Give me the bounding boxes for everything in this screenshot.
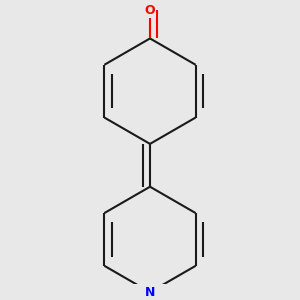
Text: O: O <box>145 4 155 17</box>
Text: N: N <box>145 286 155 299</box>
